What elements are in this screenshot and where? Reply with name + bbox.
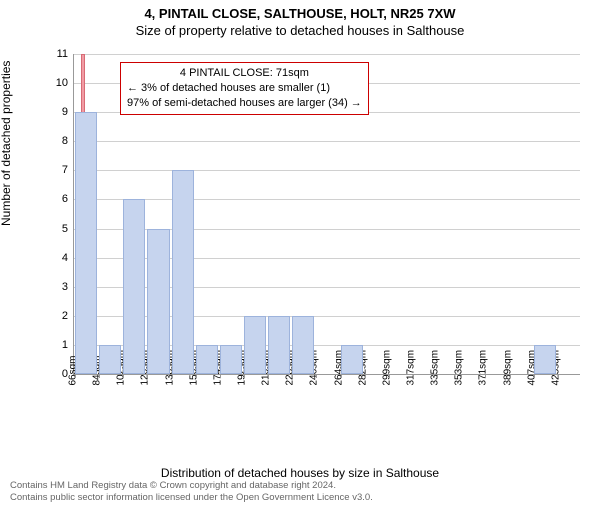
x-tick bbox=[244, 374, 245, 378]
x-axis-label: Distribution of detached houses by size … bbox=[0, 466, 600, 480]
x-tick bbox=[99, 374, 100, 378]
histogram-bar bbox=[341, 345, 363, 374]
y-tick-label: 11 bbox=[48, 48, 68, 60]
x-tick bbox=[220, 374, 221, 378]
histogram-bar bbox=[292, 316, 314, 374]
histogram-bar bbox=[244, 316, 266, 374]
histogram-bar bbox=[99, 345, 121, 374]
y-tick-label: 5 bbox=[48, 223, 68, 235]
histogram-bar bbox=[534, 345, 556, 374]
gridline bbox=[73, 54, 580, 55]
x-tick bbox=[147, 374, 148, 378]
histogram-bar bbox=[220, 345, 242, 374]
histogram-bar bbox=[172, 170, 194, 374]
callout-line3: 97% of semi-detached houses are larger (… bbox=[127, 96, 362, 111]
chart-area: 0123456789101166sqm84sqm102sqm120sqm138s… bbox=[45, 54, 580, 424]
x-tick bbox=[461, 374, 462, 378]
gridline bbox=[73, 141, 580, 142]
x-tick bbox=[437, 374, 438, 378]
y-axis-line bbox=[73, 54, 74, 374]
callout-line2: ← 3% of detached houses are smaller (1) bbox=[127, 81, 362, 96]
footer-line2: Contains public sector information licen… bbox=[10, 492, 373, 504]
y-axis-label: Number of detached properties bbox=[0, 61, 13, 226]
x-tick bbox=[196, 374, 197, 378]
y-tick-label: 3 bbox=[48, 281, 68, 293]
y-tick-label: 6 bbox=[48, 193, 68, 205]
y-tick-label: 8 bbox=[48, 135, 68, 147]
x-tick bbox=[389, 374, 390, 378]
footer-line1: Contains HM Land Registry data © Crown c… bbox=[10, 480, 373, 492]
x-tick bbox=[341, 374, 342, 378]
x-tick bbox=[534, 374, 535, 378]
histogram-bar bbox=[75, 112, 97, 374]
y-tick-label: 1 bbox=[48, 339, 68, 351]
x-tick bbox=[172, 374, 173, 378]
gridline bbox=[73, 170, 580, 171]
y-tick-label: 9 bbox=[48, 106, 68, 118]
histogram-bar bbox=[268, 316, 290, 374]
footer-attribution: Contains HM Land Registry data © Crown c… bbox=[10, 480, 373, 504]
callout-box: 4 PINTAIL CLOSE: 71sqm← 3% of detached h… bbox=[120, 62, 369, 115]
histogram-bar bbox=[123, 199, 145, 374]
x-tick bbox=[123, 374, 124, 378]
histogram-bar bbox=[147, 229, 169, 374]
x-tick bbox=[485, 374, 486, 378]
y-tick-label: 7 bbox=[48, 164, 68, 176]
y-tick-label: 0 bbox=[48, 368, 68, 380]
callout-line1: 4 PINTAIL CLOSE: 71sqm bbox=[127, 66, 362, 81]
plot-area: 0123456789101166sqm84sqm102sqm120sqm138s… bbox=[45, 54, 580, 424]
y-tick-label: 2 bbox=[48, 310, 68, 322]
x-tick bbox=[292, 374, 293, 378]
x-tick bbox=[413, 374, 414, 378]
x-tick bbox=[365, 374, 366, 378]
x-tick bbox=[268, 374, 269, 378]
chart-title: 4, PINTAIL CLOSE, SALTHOUSE, HOLT, NR25 … bbox=[0, 6, 600, 21]
histogram-bar bbox=[196, 345, 218, 374]
x-tick bbox=[75, 374, 76, 378]
y-tick-label: 10 bbox=[48, 77, 68, 89]
x-tick bbox=[510, 374, 511, 378]
x-tick bbox=[558, 374, 559, 378]
y-tick-label: 4 bbox=[48, 252, 68, 264]
x-tick bbox=[316, 374, 317, 378]
chart-subtitle: Size of property relative to detached ho… bbox=[0, 23, 600, 38]
gridline bbox=[73, 199, 580, 200]
